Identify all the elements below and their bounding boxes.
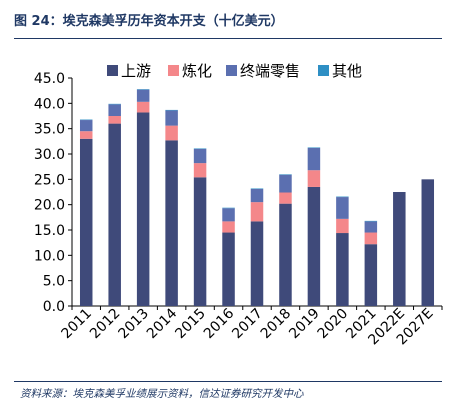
bar-segment-terminal xyxy=(279,174,292,193)
bar-segment-refining xyxy=(79,131,93,139)
y-tick-label: 15.0 xyxy=(34,223,65,239)
source-note: 资料来源：埃克森美孚业绩展示资料，信达证券研究开发中心 xyxy=(20,388,304,400)
bar-segment-other xyxy=(165,109,178,111)
bar-segment-upstream xyxy=(136,112,150,306)
x-tick-label: 2015 xyxy=(172,306,209,343)
bar-segment-upstream xyxy=(421,179,435,306)
bar-segment-upstream xyxy=(165,140,178,306)
bar-segment-refining xyxy=(336,218,349,234)
legend-swatch-other xyxy=(318,65,329,76)
bar-segment-other xyxy=(193,148,207,149)
legend-swatch-upstream xyxy=(107,65,118,76)
x-tick-label: 2018 xyxy=(258,306,295,343)
bar-segment-other xyxy=(250,188,264,189)
x-tick-label: 2013 xyxy=(115,306,152,343)
legend-label: 其他 xyxy=(332,62,362,80)
legend-label: 终端零售 xyxy=(240,62,300,80)
y-tick-label: 20.0 xyxy=(34,198,65,214)
legend-swatch-refining xyxy=(168,65,179,76)
bar-segment-refining xyxy=(364,232,378,245)
bar-segment-terminal xyxy=(336,197,349,219)
source-rule xyxy=(14,381,442,382)
bars xyxy=(79,89,435,306)
bar-segment-refining xyxy=(136,101,150,113)
y-tick-label: 45.0 xyxy=(34,71,65,87)
bar-segment-other xyxy=(79,119,93,121)
bar-segment-terminal xyxy=(136,89,150,102)
bar-segment-upstream xyxy=(108,123,121,306)
bar-segment-upstream xyxy=(79,138,93,306)
y-tick-label: 25.0 xyxy=(34,172,65,188)
bar-segment-refining xyxy=(165,125,178,141)
bar-segment-other xyxy=(136,89,150,90)
bar-segment-terminal xyxy=(222,208,235,222)
bar-segment-upstream xyxy=(393,192,406,306)
bar-segment-terminal xyxy=(108,104,121,116)
x-tick-label: 2020 xyxy=(315,306,352,343)
bar-segment-upstream xyxy=(307,186,321,306)
y-tick-label: 40.0 xyxy=(34,96,65,112)
x-tick-label: 2012 xyxy=(87,306,124,343)
bar-segment-other xyxy=(222,207,235,209)
legend: 上游 炼化 终端零售 其他 xyxy=(107,62,362,80)
bar-segment-refining xyxy=(279,192,292,204)
figure-title: 图 24：埃克森美孚历年资本开支（十亿美元） xyxy=(14,14,284,29)
x-axis: 2011201220132014201520162017201820192020… xyxy=(59,305,443,348)
bar-segment-refining xyxy=(193,163,207,178)
bar-segment-upstream xyxy=(364,244,378,306)
legend-swatch-terminal xyxy=(226,65,237,76)
bar-segment-refining xyxy=(108,116,121,124)
bar-segment-terminal xyxy=(364,221,378,233)
bar-segment-terminal xyxy=(79,120,93,132)
title-rule xyxy=(14,38,442,39)
x-tick-label: 2017 xyxy=(229,306,266,343)
bar-segment-upstream xyxy=(279,203,292,306)
bar-segment-other xyxy=(336,196,349,198)
bar-segment-other xyxy=(307,147,321,148)
y-axis: 0.0 5.0 10.0 15.0 20.0 25.0 30.0 35.0 40.0 45.0 xyxy=(34,71,73,315)
bar-segment-terminal xyxy=(307,147,321,171)
y-tick-label: 10.0 xyxy=(34,248,65,264)
bar-segment-upstream xyxy=(193,177,207,306)
y-tick-label: 30.0 xyxy=(34,147,65,163)
bar-segment-other xyxy=(364,220,378,222)
bar-segment-upstream xyxy=(250,221,264,306)
x-tick-label: 2019 xyxy=(286,306,323,343)
bar-segment-upstream xyxy=(222,232,235,306)
x-tick-label: 2016 xyxy=(201,305,238,342)
y-tick-label: 0.0 xyxy=(43,299,65,315)
legend-label: 炼化 xyxy=(182,62,212,80)
bar-segment-other xyxy=(279,174,292,175)
bar-segment-terminal xyxy=(193,148,207,164)
bar-segment-terminal xyxy=(250,188,264,203)
bar-segment-upstream xyxy=(336,233,349,306)
bar-segment-terminal xyxy=(165,110,178,126)
legend-label: 上游 xyxy=(121,62,151,80)
bar-segment-refining xyxy=(307,170,321,187)
x-tick-label: 2014 xyxy=(144,305,181,342)
y-tick-label: 5.0 xyxy=(43,274,65,290)
bar-segment-other xyxy=(108,103,121,105)
bar-segment-refining xyxy=(222,221,235,233)
bar-segment-refining xyxy=(250,202,264,222)
y-tick-label: 35.0 xyxy=(34,122,65,138)
